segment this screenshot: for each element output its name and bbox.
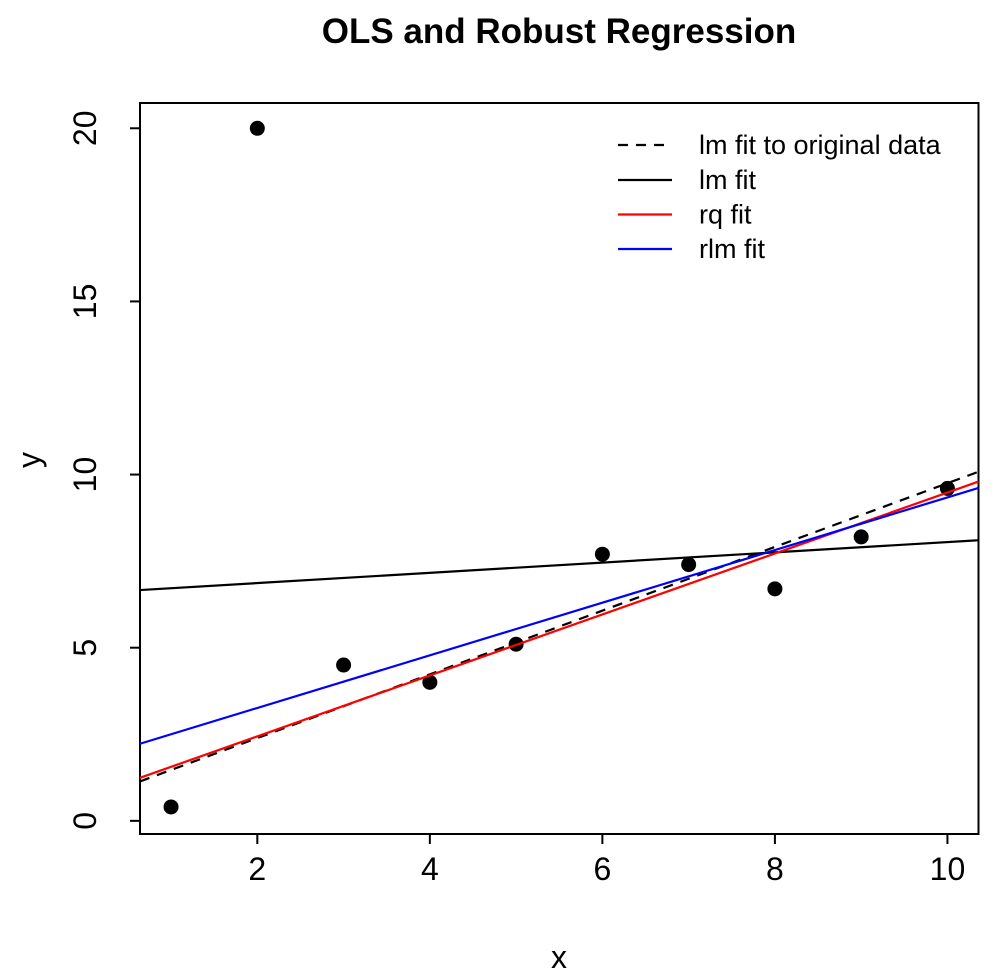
data-point [853,529,869,545]
data-point [249,120,265,136]
x-axis-label: x [551,939,567,975]
legend-entry-label: rq fit [699,200,752,230]
scatter-points [163,120,955,815]
regression-lines [139,470,979,783]
data-point [767,581,783,597]
y-tick-label: 10 [67,457,103,493]
x-tick-label: 4 [421,851,439,887]
x-tick-label: 6 [593,851,611,887]
y-tick-label: 5 [67,639,103,657]
legend: lm fit to original data lm fit rq fit rlm f… [618,130,942,264]
regression-line-rlm-fit [139,486,979,745]
x-tick-label: 2 [248,851,266,887]
regression-line-lm-fit [139,539,979,592]
data-point [163,799,179,815]
data-point [336,657,352,673]
chart-title: OLS and Robust Regression [322,12,797,51]
plot-box [139,102,980,835]
y-tick-label: 15 [67,284,103,320]
legend-entry-label: rlm fit [699,234,765,264]
x-tick-label: 10 [930,851,966,887]
y-tick-label: 0 [67,812,103,830]
data-point [422,674,438,690]
legend-entry-label: lm fit to original data [699,130,942,160]
data-point [681,557,697,573]
axes: 2 4 6 8 10 0 5 10 15 20 [67,102,980,887]
legend-entry-label: lm fit [699,165,756,195]
y-tick-label: 20 [67,110,103,146]
data-point [594,546,610,562]
y-axis-label: y [11,452,47,468]
regression-line-lm-fit-to-original-data [139,470,979,783]
x-tick-label: 8 [766,851,784,887]
